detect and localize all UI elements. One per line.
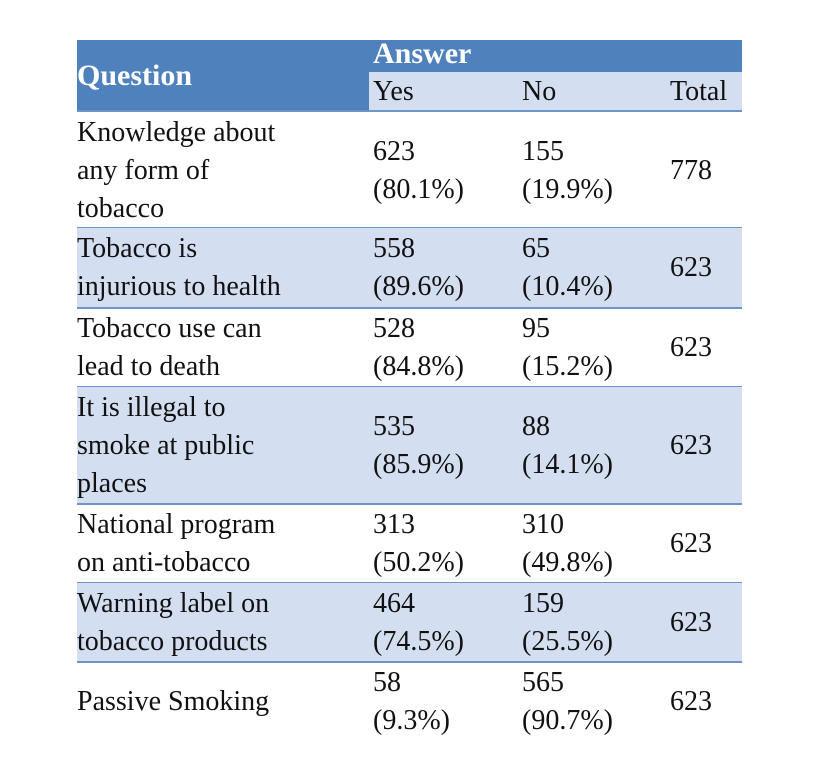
cell-question: Tobacco use can lead to death bbox=[77, 312, 262, 382]
row-band bbox=[77, 387, 742, 504]
cell-yes: 558 (89.6%) bbox=[373, 233, 464, 302]
cell-no: 565 (90.7%) bbox=[522, 667, 613, 736]
cell-no: 88 (14.1%) bbox=[522, 410, 613, 480]
cell-no: 95 (15.2%) bbox=[522, 312, 613, 382]
cell-total: 778 bbox=[670, 154, 712, 186]
cell-question: National program on anti-tobacco bbox=[77, 508, 276, 578]
header-answer: Answer bbox=[373, 37, 472, 70]
cell-yes: 528 (84.8%) bbox=[373, 312, 464, 382]
header-no: No bbox=[522, 75, 557, 107]
cell-no: 310 (49.8%) bbox=[522, 508, 613, 578]
cell-yes: 58 (9.3%) bbox=[373, 667, 450, 736]
row-band bbox=[77, 583, 742, 662]
cell-question: Knowledge about any form of tobacco bbox=[77, 116, 276, 224]
cell-yes: 623 (80.1%) bbox=[373, 135, 464, 205]
cell-no: 155 (19.9%) bbox=[522, 135, 613, 205]
header-subheader-band bbox=[369, 72, 742, 111]
cell-no: 65 (10.4%) bbox=[522, 233, 613, 302]
cell-question: It is illegal to smoke at public places bbox=[77, 391, 255, 499]
cell-no: 159 (25.5%) bbox=[522, 587, 613, 657]
cell-total: 623 bbox=[670, 331, 712, 363]
cell-total: 623 bbox=[670, 252, 712, 283]
header-question: Question bbox=[77, 58, 193, 92]
header-question-band bbox=[77, 72, 369, 111]
header-top-band bbox=[77, 40, 742, 72]
cell-question: Tobacco is injurious to health bbox=[77, 233, 281, 302]
cell-question: Warning label on tobacco products bbox=[77, 587, 270, 657]
cell-total: 623 bbox=[670, 686, 712, 717]
cell-total: 623 bbox=[670, 527, 712, 559]
cell-total: 623 bbox=[670, 429, 712, 461]
row-band bbox=[77, 228, 742, 308]
header-yes: Yes bbox=[373, 75, 414, 107]
header-total: Total bbox=[670, 75, 728, 107]
cell-yes: 464 (74.5%) bbox=[373, 587, 464, 657]
cell-yes: 535 (85.9%) bbox=[373, 410, 464, 480]
cell-question: Passive Smoking bbox=[77, 686, 270, 717]
cell-yes: 313 (50.2%) bbox=[373, 508, 464, 578]
cell-total: 623 bbox=[670, 606, 712, 638]
